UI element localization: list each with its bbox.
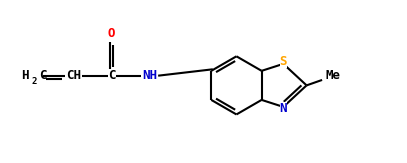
Text: NH: NH (142, 69, 157, 82)
Text: 2: 2 (31, 77, 37, 86)
Text: Me: Me (326, 69, 340, 82)
Text: N: N (280, 102, 287, 115)
Text: C: C (39, 69, 47, 82)
Text: CH: CH (66, 69, 81, 82)
Text: C: C (108, 69, 115, 82)
Text: H: H (21, 69, 28, 82)
Text: O: O (108, 27, 115, 40)
Text: S: S (280, 55, 287, 68)
